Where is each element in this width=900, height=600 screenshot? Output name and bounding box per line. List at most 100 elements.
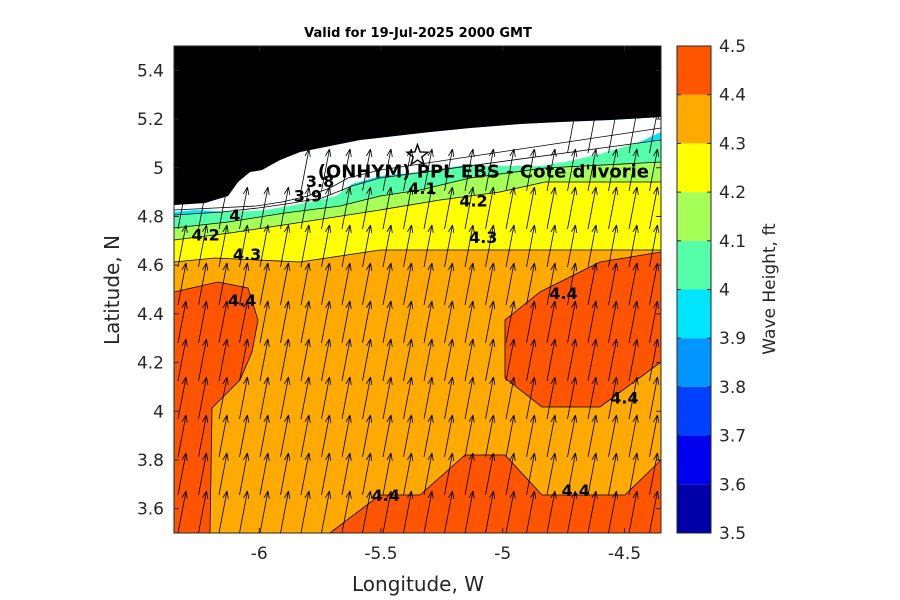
wave-arrow: [567, 148, 576, 192]
wave-arrow: [321, 452, 330, 496]
wave-arrow: [649, 338, 658, 382]
wave-arrow-head: [390, 224, 393, 233]
wave-arrow-head: [181, 338, 187, 347]
wave-arrow: [423, 490, 433, 533]
wave-arrow: [280, 490, 289, 533]
wave-arrow: [485, 186, 494, 230]
wave-arrow: [423, 224, 433, 268]
wave-arrow: [546, 376, 556, 420]
wave-arrow-head: [206, 186, 209, 195]
wave-arrow: [403, 148, 412, 192]
wave-arrow: [259, 452, 269, 496]
wave-arrow: [485, 224, 494, 268]
wave-arrow-head: [366, 148, 371, 157]
wave-arrow: [280, 376, 289, 420]
wave-arrow-head: [530, 300, 535, 309]
wave-arrow-head: [366, 186, 371, 195]
wave-arrow-head: [550, 300, 556, 309]
wave-arrow-head: [653, 300, 658, 309]
wave-arrow: [505, 490, 515, 533]
wave-arrow-head: [571, 148, 576, 157]
wave-arrow: [218, 300, 228, 344]
wave-arrow-head: [288, 262, 291, 271]
colorbar-tick-label: 3.8: [719, 378, 746, 398]
wave-arrow: [608, 148, 617, 192]
wave-arrow-head: [267, 300, 270, 309]
wave-arrow-head: [571, 376, 576, 385]
wave-arrow: [546, 186, 556, 230]
wave-arrow: [280, 262, 289, 306]
wave-arrow-head: [370, 300, 373, 309]
wave-arrow: [505, 338, 515, 382]
contour-labels: 3.83.9 4.1 4.2 4 4.2 4.3 4.3 4.4 4.4 4.4 4.4 4.4: [191, 172, 638, 505]
wave-arrow: [423, 338, 433, 382]
wave-arrow-head: [632, 376, 638, 385]
wave-arrow-head: [575, 148, 578, 157]
wave-arrow-head: [427, 262, 433, 271]
wave-arrow-head: [431, 148, 434, 157]
wave-arrow-head: [653, 148, 658, 157]
wave-arrow-head: [616, 224, 619, 233]
wave-arrow-head: [468, 490, 474, 499]
wave-arrow-head: [226, 300, 229, 309]
wave-arrow: [321, 490, 330, 533]
wave-arrow-head: [493, 338, 496, 347]
wave-arrow-head: [349, 376, 352, 385]
wave-arrow-head: [472, 224, 475, 233]
wave-arrow-head: [489, 452, 494, 461]
wave-arrow-head: [185, 300, 188, 309]
wave-arrow-head: [657, 262, 660, 271]
wave-arrow-head: [411, 300, 414, 309]
wave-arrow: [444, 148, 453, 192]
wave-arrow-head: [554, 452, 557, 461]
wave-arrow-head: [554, 262, 557, 271]
wave-arrow-head: [243, 262, 248, 271]
x-axis-ticks: -6 -5.5 -5 -4.5: [251, 46, 641, 564]
wave-arrow-head: [304, 300, 310, 309]
wave-arrow-head: [325, 148, 330, 157]
wave-arrow-head: [345, 148, 351, 157]
colorbar-tick-label: 3.7: [719, 427, 746, 447]
wave-arrow: [218, 186, 228, 230]
contour-label: 3.9: [294, 186, 322, 205]
wave-arrow-head: [452, 148, 455, 157]
wave-arrow: [321, 262, 330, 306]
wave-arrow-head: [554, 414, 557, 423]
wave-arrow: [300, 300, 310, 344]
wave-arrow-head: [468, 452, 474, 461]
wave-arrow-head: [206, 414, 209, 423]
wave-arrow-head: [366, 300, 371, 309]
wave-arrow-head: [468, 224, 474, 233]
wave-arrow-head: [284, 224, 289, 233]
wave-arrow: [423, 148, 433, 192]
wave-arrow-head: [390, 338, 393, 347]
wave-arrow: [546, 148, 556, 192]
wave-arrow-head: [509, 262, 515, 271]
wave-arrow: [587, 414, 597, 458]
wave-arrow-head: [349, 338, 352, 347]
wave-arrow-head: [202, 186, 207, 195]
wave-arrow-head: [386, 414, 392, 423]
wave-arrow: [485, 262, 494, 306]
wave-arrow-head: [370, 414, 373, 423]
wave-arrow-head: [448, 414, 453, 423]
wave-arrow: [567, 490, 576, 533]
x-tick-label: -5: [494, 544, 511, 564]
wave-arrow-head: [267, 224, 270, 233]
wave-arrow: [341, 224, 351, 268]
wave-arrow: [567, 300, 576, 344]
wave-arrow-head: [595, 490, 598, 499]
wave-arrow-head: [452, 186, 455, 195]
wave-arrow-head: [325, 338, 330, 347]
wave-arrow-head: [632, 300, 638, 309]
wave-arrow-head: [489, 262, 494, 271]
y-tick-label: 4: [153, 402, 164, 422]
wave-arrow-head: [657, 110, 660, 119]
wave-arrow-head: [284, 376, 289, 385]
wave-arrow-head: [448, 148, 453, 157]
wave-arrow-head: [657, 414, 660, 423]
wave-arrow: [444, 224, 453, 268]
wave-arrow-head: [575, 300, 578, 309]
wave-arrow-head: [263, 414, 269, 423]
wave-arrow: [362, 490, 371, 533]
